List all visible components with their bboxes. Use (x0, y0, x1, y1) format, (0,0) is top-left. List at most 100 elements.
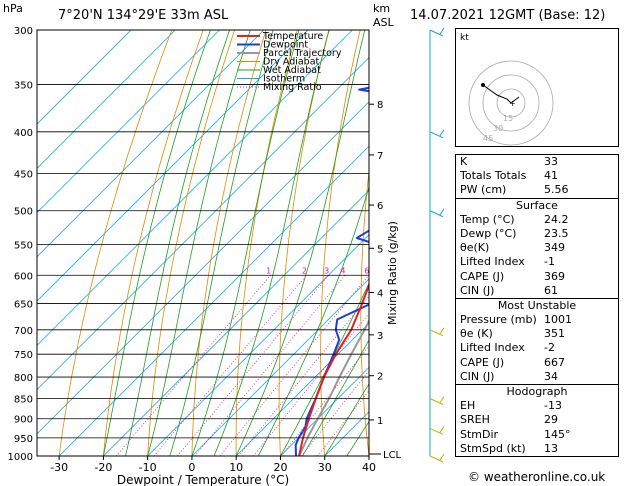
pressure-tick-label: 400 (14, 128, 33, 139)
index-row: PW (cm) 5.56 (456, 183, 618, 197)
index-value: -2 (544, 341, 555, 355)
dry-adiabat-line (147, 30, 235, 456)
plot-frame (36, 29, 370, 457)
pressure-tick-label: 650 (14, 300, 33, 311)
x-tick-label: 10 (229, 461, 243, 474)
wind-barb (429, 329, 444, 337)
legend-label: Parcel Trajectory (263, 48, 342, 59)
index-row: EH -13 (456, 399, 618, 413)
index-label: StmSpd (kt) (460, 441, 526, 455)
index-value: 24.2 (544, 212, 569, 226)
mixing-ratio-axis-label: Mixing Ratio (g/kg) (386, 221, 399, 325)
hodograph-indices-block: Hodograph EH -13 SREH 29 StmDir 145° StmSpd (kt… (455, 384, 619, 457)
x-tick-label: 30 (318, 461, 332, 474)
wet-adiabat-line (103, 30, 211, 456)
index-label: SREH (460, 413, 490, 427)
mixing-ratio-label: 6 (364, 266, 369, 275)
location-title: 7°20'N 134°29'E 33m ASL (58, 8, 229, 23)
stability-block: K 33 Totals Totals 41 PW (cm) 5.56 (455, 154, 619, 198)
hpa-unit-label: hPa (3, 2, 23, 15)
pressure-tick-label: 750 (14, 350, 33, 361)
index-label: θe(K) (460, 241, 490, 255)
index-row: θe (K) 351 (456, 327, 618, 341)
index-value: 41 (544, 169, 558, 183)
index-row: Pressure (mb) 1001 (456, 313, 618, 327)
index-value: 5.56 (544, 183, 569, 197)
isotherm-line (37, 30, 309, 302)
isotherm-line (103, 189, 369, 456)
index-label: CIN (J) (460, 283, 495, 297)
index-value: 23.5 (544, 226, 569, 240)
index-label: CIN (J) (460, 369, 495, 383)
isotherm-line (37, 30, 132, 125)
index-value: -13 (544, 399, 562, 413)
index-label: Totals Totals (460, 169, 527, 183)
km-tick-label: 5 (377, 244, 383, 255)
isotherm-line (37, 101, 369, 435)
wet-adiabat-line (302, 339, 369, 456)
index-row: StmSpd (kt) 13 (456, 442, 618, 456)
wind-barb (429, 455, 444, 463)
index-row: Lifted Index -1 (456, 255, 618, 269)
index-value: 351 (544, 327, 565, 341)
isotherm-line (191, 278, 369, 456)
wet-adiabat-line (169, 30, 274, 456)
pressure-tick-label: 300 (14, 26, 33, 37)
index-label: Lifted Index (460, 255, 525, 269)
pressure-tick-label: 900 (14, 415, 33, 426)
index-value: -1 (544, 255, 555, 269)
isotherm-line (280, 366, 369, 456)
index-row: CAPE (J) 667 (456, 356, 618, 370)
index-value: 13 (544, 441, 558, 455)
wind-barb (429, 131, 444, 139)
legend-label: Mixing Ratio (263, 82, 322, 93)
temperature-line (298, 282, 369, 456)
index-label: θe (K) (460, 327, 493, 341)
pressure-tick-label: 1000 (8, 452, 33, 463)
index-row: CIN (J) 34 (456, 370, 618, 384)
x-tick-label: -20 (94, 461, 112, 474)
hodograph-ring-label: 30 (493, 124, 503, 133)
isotherm-line (147, 234, 369, 456)
dry-adiabat-line (320, 30, 361, 456)
index-value: 29 (544, 413, 558, 427)
section-title: Most Unstable (497, 298, 577, 312)
section-title: Hodograph (506, 385, 568, 398)
x-tick-label: 0 (188, 461, 195, 474)
legend-label: Wet Adiabat (263, 65, 321, 76)
hodograph-unit-label: kt (460, 33, 469, 43)
index-value: 1001 (544, 313, 572, 327)
mixing-ratio-label: 20 (438, 266, 448, 275)
hodograph-ring (482, 74, 540, 132)
km-tick-label: 8 (377, 100, 383, 111)
index-value: 349 (544, 241, 565, 255)
index-label: StmDir (460, 427, 499, 441)
wind-barb-flag (439, 27, 445, 35)
km-tick-label: 4 (377, 289, 383, 300)
x-tick-label: -10 (139, 461, 157, 474)
index-row: Lifted Index -2 (456, 341, 618, 355)
km-tick-label: 7 (377, 151, 383, 162)
surface-block: Surface Temp (°C) 24.2 Dewp (°C) 23.5 θe(K) 34… (455, 197, 619, 298)
hodograph-ring-label: 15 (503, 114, 513, 123)
index-value: 145° (544, 427, 571, 441)
wet-adiabat-line (324, 382, 369, 456)
mixing-ratio-line (280, 345, 369, 456)
pressure-tick-label: 950 (14, 434, 33, 445)
mixing-ratio-label: 1 (266, 266, 271, 275)
pressure-tick-label: 450 (14, 169, 33, 180)
legend-label: Temperature (262, 31, 323, 42)
pressure-tick-label: 700 (14, 326, 33, 337)
mixing-ratio-line (153, 275, 307, 456)
mixing-ratio-label: 4 (340, 266, 345, 275)
hodograph-center-mark: + (509, 99, 516, 108)
legend-label: Isotherm (263, 74, 305, 85)
pressure-tick-label: 600 (14, 271, 33, 282)
isotherm-line (235, 322, 369, 456)
index-row: StmDir 145° (456, 428, 618, 442)
isotherm-line (37, 57, 369, 391)
legend-label: Dewpoint (263, 40, 308, 51)
